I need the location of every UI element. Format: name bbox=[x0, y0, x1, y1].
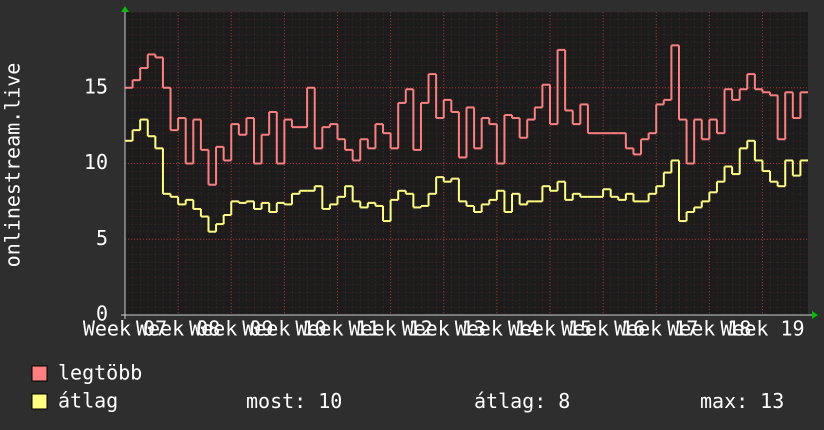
y-tick-label: 10 bbox=[84, 150, 108, 174]
y-tick-label: 5 bbox=[96, 226, 108, 250]
y-tick-label: 0 bbox=[96, 302, 108, 326]
x-tick-label: Week 10 bbox=[242, 317, 326, 341]
x-tick-label: Week 16 bbox=[561, 317, 645, 341]
x-tick-label: Week 14 bbox=[455, 317, 539, 341]
x-tick-label: Week 09 bbox=[189, 317, 273, 341]
stat: max: 13 bbox=[700, 389, 784, 413]
stat-value: 8 bbox=[558, 389, 570, 413]
lines bbox=[125, 44, 808, 233]
x-tick-label: Week 15 bbox=[508, 317, 592, 341]
stat-label: most: bbox=[246, 389, 306, 413]
legend: legtöbb átlag most: 10 átlag: 8 max: 13 bbox=[31, 361, 784, 413]
legend-label: átlag bbox=[58, 389, 118, 413]
legend-swatch bbox=[31, 365, 48, 382]
stat-value: 10 bbox=[318, 389, 342, 413]
legend-swatch bbox=[31, 393, 48, 410]
legend-label: legtöbb bbox=[58, 361, 142, 385]
x-arrow bbox=[812, 311, 818, 319]
x-tick-label: Week 17 bbox=[614, 317, 698, 341]
y-axis-label: onlinestream.live bbox=[1, 63, 25, 268]
y-arrow bbox=[121, 6, 129, 12]
stat-label: max: bbox=[700, 389, 748, 413]
x-tick-label: Week 11 bbox=[295, 317, 379, 341]
stat-value: 13 bbox=[760, 389, 784, 413]
stat-label: átlag: bbox=[474, 389, 546, 413]
x-tick-label: Week 13 bbox=[402, 317, 486, 341]
stat: most: 10 bbox=[246, 389, 342, 413]
grid bbox=[124, 12, 808, 316]
x-tick-label: Week 12 bbox=[348, 317, 432, 341]
x-tick-label: Week 19 bbox=[720, 317, 804, 341]
x-tick-label: Week 08 bbox=[136, 317, 220, 341]
stat: átlag: 8 bbox=[474, 389, 570, 413]
x-tick-label: Week 07 bbox=[83, 317, 167, 341]
y-tick-label: 15 bbox=[84, 74, 108, 98]
x-tick-label: Week 18 bbox=[667, 317, 751, 341]
